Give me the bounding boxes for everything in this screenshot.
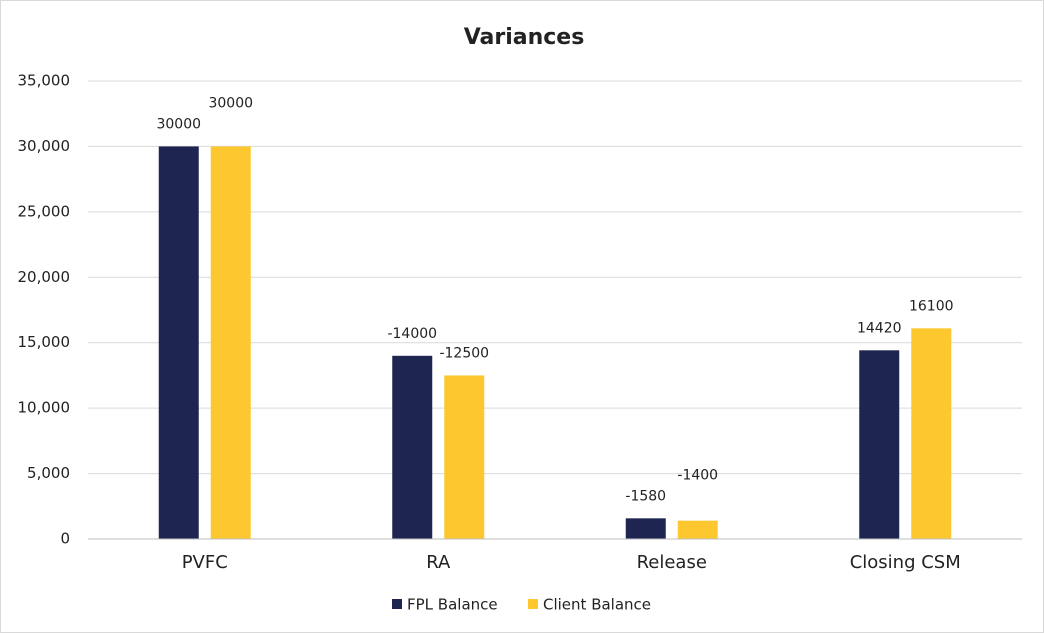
- bar: [158, 146, 199, 539]
- data-label: 30000: [208, 95, 253, 111]
- y-tick-label: 35,000: [18, 72, 71, 90]
- legend-swatch: [528, 599, 538, 609]
- bar: [625, 518, 666, 539]
- y-tick-label: 0: [60, 530, 70, 548]
- x-tick-label: Release: [637, 552, 707, 573]
- data-label: 14420: [857, 320, 902, 336]
- legend-swatch: [392, 599, 402, 609]
- data-label: -1580: [625, 488, 666, 504]
- bar: [859, 350, 900, 539]
- y-tick-label: 20,000: [18, 268, 71, 286]
- bar: [210, 146, 251, 539]
- y-tick-label: 25,000: [18, 202, 71, 220]
- y-tick-label: 5,000: [27, 464, 70, 482]
- y-tick-label: 10,000: [18, 399, 71, 417]
- y-tick-label: 15,000: [18, 333, 71, 351]
- data-label: -1400: [677, 467, 718, 483]
- x-tick-label: Closing CSM: [850, 552, 961, 573]
- data-label: 16100: [909, 298, 954, 314]
- x-tick-label: RA: [426, 552, 451, 573]
- bar: [392, 355, 433, 539]
- chart-title: Variances: [464, 25, 585, 50]
- data-label: -14000: [387, 326, 437, 342]
- legend-label: FPL Balance: [407, 596, 498, 614]
- bar: [911, 328, 952, 539]
- bar: [677, 520, 718, 539]
- data-label: 30000: [156, 116, 201, 132]
- x-tick-label: PVFC: [182, 552, 228, 573]
- legend-label: Client Balance: [543, 596, 651, 614]
- data-label: -12500: [439, 345, 489, 361]
- bar: [444, 375, 485, 539]
- y-tick-label: 30,000: [18, 137, 71, 155]
